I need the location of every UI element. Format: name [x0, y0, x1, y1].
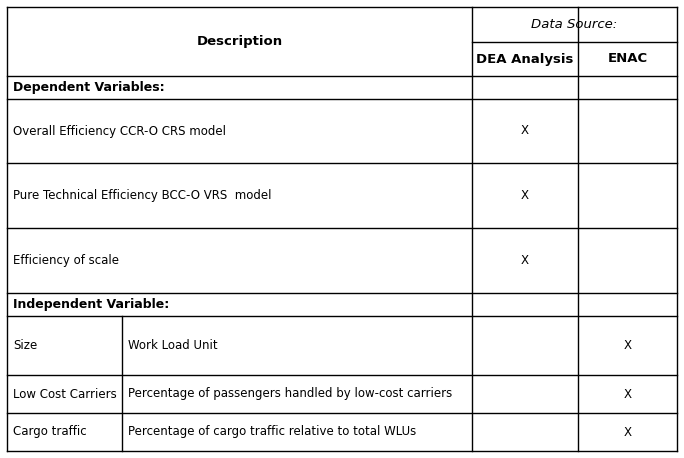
Text: Pure Technical Efficiency BCC-O VRS  model: Pure Technical Efficiency BCC-O VRS mode…: [13, 189, 272, 202]
Text: Data Source:: Data Source:: [531, 18, 618, 31]
Text: DEA Analysis: DEA Analysis: [476, 53, 574, 65]
Text: Size: Size: [13, 339, 37, 352]
Text: Percentage of cargo traffic relative to total WLUs: Percentage of cargo traffic relative to …: [128, 425, 417, 438]
Text: X: X: [521, 254, 529, 267]
Text: Independent Variable:: Independent Variable:: [13, 298, 169, 311]
Text: Description: Description: [196, 35, 282, 48]
Text: X: X: [624, 425, 631, 438]
Text: Dependent Variables:: Dependent Variables:: [13, 81, 165, 94]
Text: Percentage of passengers handled by low-cost carriers: Percentage of passengers handled by low-…: [128, 387, 452, 400]
Text: X: X: [521, 189, 529, 202]
Text: Low Cost Carriers: Low Cost Carriers: [13, 387, 117, 400]
Text: Overall Efficiency CCR-O CRS model: Overall Efficiency CCR-O CRS model: [13, 125, 226, 137]
Text: Cargo traffic: Cargo traffic: [13, 425, 87, 438]
Text: X: X: [624, 339, 631, 352]
Text: ENAC: ENAC: [607, 53, 648, 65]
Text: X: X: [521, 125, 529, 137]
Text: X: X: [624, 387, 631, 400]
Text: Work Load Unit: Work Load Unit: [128, 339, 218, 352]
Text: Efficiency of scale: Efficiency of scale: [13, 254, 119, 267]
